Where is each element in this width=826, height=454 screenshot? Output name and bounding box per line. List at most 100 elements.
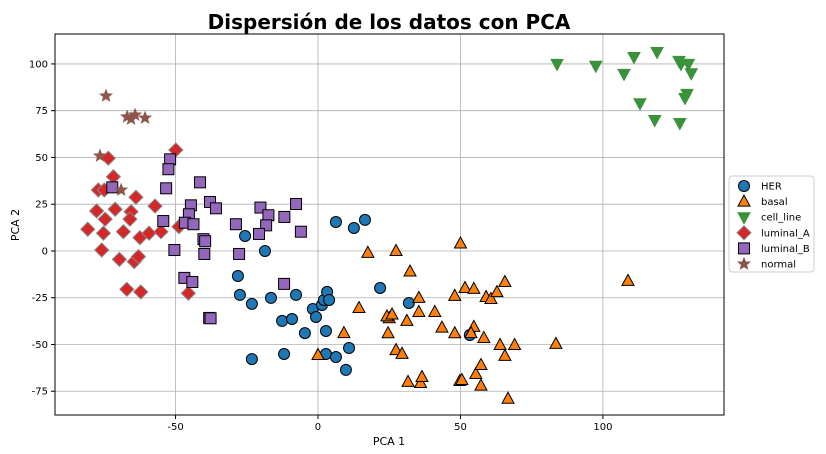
data-point-HER	[278, 348, 291, 361]
data-point-luminal_B	[186, 276, 199, 289]
data-point-luminal_A	[111, 251, 128, 268]
data-point-basal	[400, 313, 414, 326]
data-point-basal	[447, 288, 462, 301]
data-point-basal	[412, 304, 426, 317]
data-point-HER	[264, 291, 277, 304]
data-point-basal	[501, 391, 515, 404]
x-tick-label: 100	[593, 422, 612, 433]
legend-label: luminal_A	[761, 228, 810, 239]
data-point-HER	[245, 297, 258, 310]
data-point-basal	[401, 374, 415, 387]
data-point-cell_line	[650, 46, 664, 60]
legend-label: normal	[761, 260, 796, 271]
data-point-HER	[290, 288, 303, 301]
data-point-luminal_A	[141, 225, 157, 241]
data-point-luminal_B	[253, 227, 266, 240]
data-point-HER	[319, 325, 332, 338]
data-point-cell_line	[681, 58, 696, 72]
data-point-luminal_A	[180, 285, 197, 301]
data-point-basal	[427, 304, 442, 317]
data-point-HER	[323, 293, 336, 306]
data-point-HER	[239, 230, 252, 243]
x-axis-label: PCA 1	[373, 435, 405, 448]
data-point-basal	[389, 243, 403, 256]
axis-ticks: -50 0 50 100 -75 -50 -25 0 25 50 75 100	[29, 59, 613, 433]
data-point-normal	[137, 110, 152, 124]
data-point-luminal_B	[199, 235, 212, 248]
legend-marker-luminal_B	[738, 242, 750, 255]
data-point-basal	[361, 245, 375, 258]
data-point-normal	[114, 182, 129, 196]
data-point-luminal_B	[278, 210, 291, 223]
y-tick-label: -50	[32, 340, 48, 351]
legend-marker-normal	[737, 256, 751, 271]
data-point-HER	[358, 213, 371, 226]
data-point-HER	[374, 282, 387, 294]
legend-marker-HER	[738, 180, 750, 192]
x-tick-label: 50	[454, 422, 467, 433]
legend-label: HER	[761, 182, 782, 193]
data-point-luminal_B	[290, 198, 303, 211]
y-tick-label: 50	[35, 153, 48, 164]
data-point-basal	[381, 325, 395, 339]
data-point-basal	[549, 336, 563, 349]
data-point-luminal_B	[233, 247, 246, 260]
y-tick-label: 75	[35, 106, 48, 117]
data-point-HER	[276, 314, 289, 327]
data-point-HER	[339, 363, 352, 376]
data-point-HER	[329, 351, 342, 364]
data-point-HER	[231, 270, 244, 283]
data-point-cell_line	[633, 98, 647, 111]
data-point-cell_line	[680, 88, 694, 102]
data-point-basal	[474, 378, 488, 391]
grid	[55, 34, 724, 415]
data-point-HER	[233, 288, 246, 301]
x-tick-label: 0	[315, 422, 321, 433]
series-cell_line	[550, 46, 699, 131]
data-point-cell_line	[672, 118, 687, 131]
data-point-basal	[484, 291, 498, 305]
data-point-luminal_A	[122, 211, 138, 227]
legend-label: cell_line	[761, 213, 801, 224]
data-point-luminal_B	[187, 218, 200, 231]
data-point-basal	[476, 330, 491, 343]
data-point-cell_line	[684, 68, 699, 81]
series-HER	[231, 213, 476, 376]
y-tick-label: -25	[32, 293, 48, 304]
x-tick-label: -50	[167, 422, 183, 433]
data-point-cell_line	[627, 52, 641, 65]
data-point-luminal_B	[194, 176, 207, 189]
data-point-basal	[352, 300, 366, 314]
data-point-luminal_A	[130, 248, 147, 265]
data-point-luminal_A	[95, 225, 112, 241]
data-point-luminal_B	[262, 209, 275, 222]
data-point-basal	[468, 366, 483, 380]
data-point-basal	[311, 347, 325, 360]
data-point-basal	[621, 273, 635, 286]
data-point-luminal_A	[128, 189, 144, 205]
data-point-luminal_B	[294, 225, 307, 238]
legend-label: basal	[761, 197, 788, 208]
series-normal	[93, 88, 152, 196]
series-luminal_A	[80, 142, 197, 301]
data-point-normal	[128, 107, 143, 121]
data-point-basal	[498, 274, 512, 288]
data-point-luminal_B	[278, 277, 291, 290]
data-point-basal	[464, 325, 478, 339]
data-point-normal	[93, 148, 107, 162]
legend-label: luminal_B	[761, 244, 810, 255]
data-point-luminal_A	[153, 223, 169, 240]
series-luminal_B	[106, 153, 307, 325]
data-point-luminal_B	[229, 218, 242, 231]
data-point-basal	[498, 348, 512, 361]
legend: HER basal cell_line luminal_A luminal_Bnorma…	[728, 175, 815, 273]
legend-marker-cell_line	[737, 212, 751, 225]
data-point-luminal_B	[209, 202, 222, 215]
legend-marker-basal	[737, 194, 751, 207]
data-point-luminal_B	[106, 181, 119, 194]
data-point-basal	[474, 357, 488, 371]
data-point-HER	[298, 327, 311, 340]
y-tick-label: 25	[35, 200, 48, 211]
data-point-luminal_B	[254, 201, 267, 214]
